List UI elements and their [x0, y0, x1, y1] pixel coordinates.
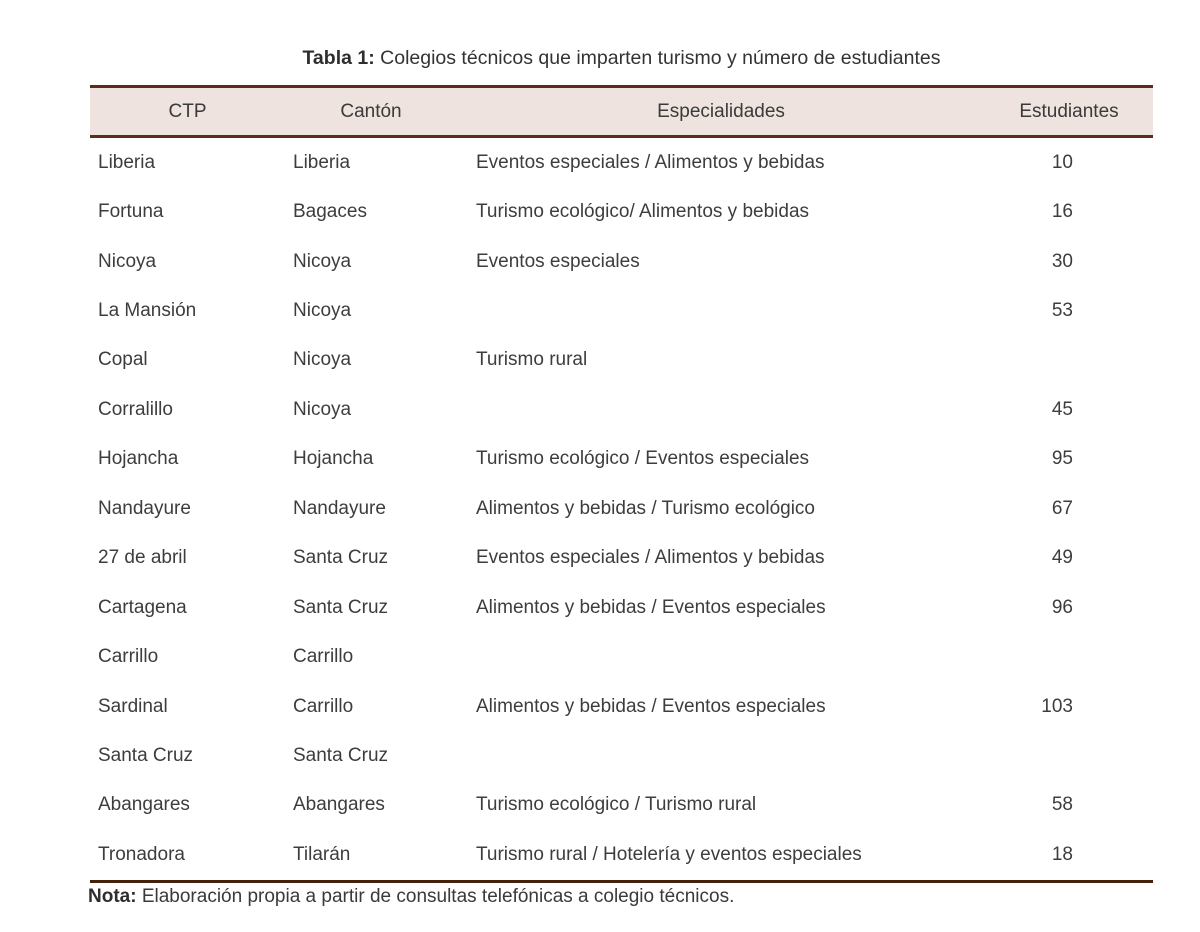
cell-estudiantes: 58	[1051, 794, 1073, 816]
cell-especialidades: Turismo rural / Hotelería y eventos espe…	[476, 843, 862, 865]
cell-estudiantes: 95	[1051, 448, 1073, 470]
cell-canton: Nicoya	[293, 349, 352, 371]
cell-especialidades: Turismo rural	[476, 349, 588, 371]
table-row: Santa Cruz Santa Cruz	[90, 731, 1153, 780]
cell-especialidades: Alimentos y bebidas / Eventos especiales	[476, 596, 826, 618]
cell-ctp: Liberia	[98, 151, 156, 173]
cell-ctp: Fortuna	[98, 201, 164, 223]
table-row: Copal Nicoya Turismo rural	[90, 336, 1153, 385]
cell-canton: Nandayure	[293, 497, 386, 519]
table-row: Sardinal Carrillo Alimentos y bebidas / …	[90, 682, 1153, 731]
cell-canton: Nicoya	[293, 300, 352, 322]
cell-estudiantes: 67	[1051, 497, 1073, 519]
cell-ctp: Nandayure	[98, 497, 191, 519]
cell-estudiantes: 30	[1051, 250, 1073, 272]
table-row: Tronadora Tilarán Turismo rural / Hotele…	[90, 830, 1153, 879]
cell-especialidades: Turismo ecológico/ Alimentos y bebidas	[476, 201, 810, 223]
cell-ctp: Abangares	[98, 794, 190, 816]
cell-ctp: Hojancha	[98, 448, 179, 470]
column-header-ctp: CTP	[168, 100, 207, 122]
cell-canton: Carrillo	[293, 695, 354, 717]
cell-ctp: Sardinal	[98, 695, 168, 717]
cell-canton: Tilarán	[293, 843, 351, 865]
table-row: Abangares Abangares Turismo ecológico / …	[90, 781, 1153, 830]
cell-ctp: Carrillo	[98, 646, 159, 668]
table-caption-text: Colegios técnicos que imparten turismo y…	[374, 47, 941, 69]
cell-estudiantes: 45	[1051, 398, 1073, 420]
cell-especialidades: Eventos especiales	[476, 250, 640, 272]
cell-canton: Santa Cruz	[293, 744, 389, 766]
column-header-canton: Cantón	[340, 100, 402, 122]
cell-especialidades: Alimentos y bebidas / Eventos especiales	[476, 695, 826, 717]
column-header-estudiantes: Estudiantes	[1019, 100, 1119, 122]
data-table: CTP Cantón Especialidades Estudiantes Li…	[90, 85, 1153, 883]
cell-especialidades: Eventos especiales / Alimentos y bebidas	[476, 151, 825, 173]
cell-especialidades: Turismo ecológico / Turismo rural	[476, 794, 757, 816]
cell-ctp: Tronadora	[98, 843, 185, 865]
cell-especialidades: Alimentos y bebidas / Turismo ecológico	[476, 497, 815, 519]
table-row: 27 de abril Santa Cruz Eventos especiale…	[90, 534, 1153, 583]
cell-canton: Santa Cruz	[293, 596, 389, 618]
table-row: Cartagena Santa Cruz Alimentos y bebidas…	[90, 583, 1153, 632]
cell-ctp: 27 de abril	[98, 547, 187, 569]
table-row: Nandayure Nandayure Alimentos y bebidas …	[90, 484, 1153, 533]
cell-ctp: Nicoya	[98, 250, 157, 272]
table-note: Nota: Elaboración propia a partir de con…	[88, 886, 734, 908]
table-row: Nicoya Nicoya Eventos especiales 30	[90, 237, 1153, 286]
table-row: Fortuna Bagaces Turismo ecológico/ Alime…	[90, 187, 1153, 236]
cell-estudiantes: 103	[1041, 695, 1073, 717]
cell-canton: Hojancha	[293, 448, 374, 470]
table-row: Corralillo Nicoya 45	[90, 385, 1153, 434]
cell-canton: Abangares	[293, 794, 385, 816]
table-body: Liberia Liberia Eventos especiales / Ali…	[90, 138, 1153, 883]
table-caption: Tabla 1: Colegios técnicos que imparten …	[90, 47, 1153, 70]
table-row: Carrillo Carrillo	[90, 632, 1153, 681]
table-row: Hojancha Hojancha Turismo ecológico / Ev…	[90, 435, 1153, 484]
table-header-row: CTP Cantón Especialidades Estudiantes	[90, 85, 1153, 138]
cell-ctp: Cartagena	[98, 596, 187, 618]
cell-estudiantes: 96	[1051, 596, 1073, 618]
table-note-label: Nota:	[88, 886, 137, 907]
cell-canton: Nicoya	[293, 250, 352, 272]
cell-especialidades: Turismo ecológico / Eventos especiales	[476, 448, 810, 470]
cell-canton: Bagaces	[293, 201, 367, 223]
table-row: La Mansión Nicoya 53	[90, 286, 1153, 335]
table-row: Liberia Liberia Eventos especiales / Ali…	[90, 138, 1153, 187]
cell-canton: Nicoya	[293, 398, 352, 420]
cell-canton: Liberia	[293, 151, 351, 173]
cell-estudiantes: 16	[1051, 201, 1073, 223]
cell-estudiantes: 53	[1051, 300, 1073, 322]
column-header-especialidades: Especialidades	[657, 100, 785, 122]
cell-ctp: Copal	[98, 349, 148, 371]
cell-estudiantes: 49	[1051, 547, 1073, 569]
table-caption-label: Tabla 1:	[302, 47, 375, 69]
cell-canton: Carrillo	[293, 646, 354, 668]
cell-ctp: Santa Cruz	[98, 744, 194, 766]
cell-especialidades: Eventos especiales / Alimentos y bebidas	[476, 547, 825, 569]
cell-estudiantes: 10	[1051, 151, 1073, 173]
cell-ctp: Corralillo	[98, 398, 173, 420]
cell-canton: Santa Cruz	[293, 547, 389, 569]
cell-ctp: La Mansión	[98, 300, 197, 322]
table-note-text: Elaboración propia a partir de consultas…	[136, 886, 735, 907]
cell-estudiantes: 18	[1051, 843, 1073, 865]
